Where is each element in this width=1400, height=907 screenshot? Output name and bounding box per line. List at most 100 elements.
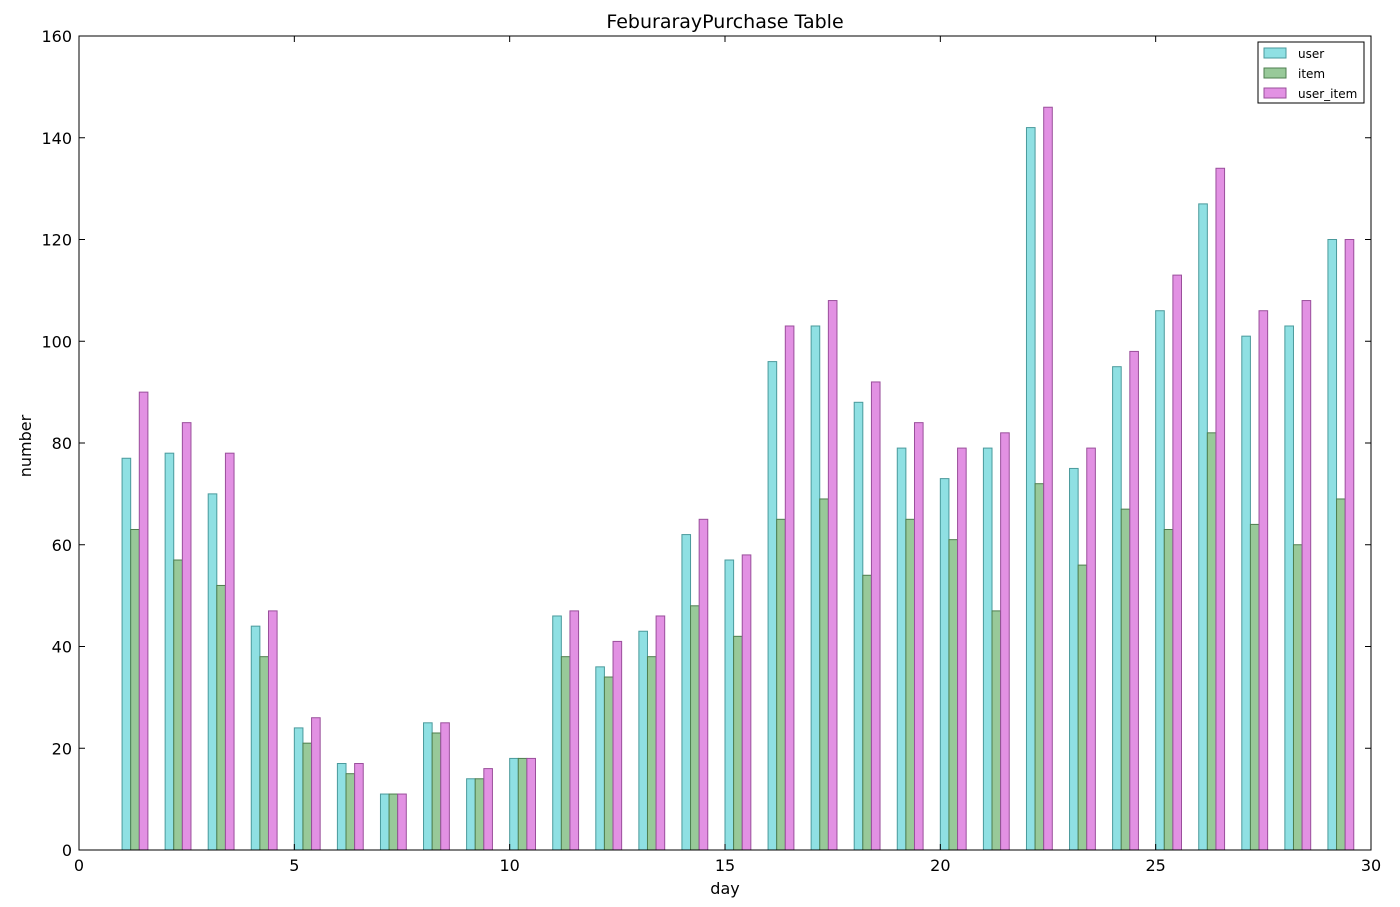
- bar-user-day-5: [293, 727, 304, 851]
- bar-user_item-day-25: [1172, 274, 1183, 851]
- bar-item-day-17: [819, 498, 829, 851]
- bar-user-day-9: [466, 778, 476, 851]
- bar-user_item-day-3: [224, 452, 235, 851]
- bar-user_item-day-15: [741, 554, 752, 851]
- y-tick-label: 140: [41, 129, 72, 148]
- bar-user-day-1: [121, 457, 132, 851]
- bar-item-day-4: [259, 656, 269, 851]
- bar-user_item-day-17: [827, 300, 838, 851]
- bar-user-day-6: [336, 763, 347, 851]
- x-tick-label: 20: [930, 856, 950, 875]
- bar-item-day-11: [560, 656, 571, 851]
- bar-user_item-day-14: [698, 518, 709, 851]
- bar-user_item-day-24: [1129, 350, 1139, 851]
- bar-user-day-28: [1284, 325, 1294, 851]
- bar-user-day-13: [638, 630, 648, 851]
- y-tick-label: 20: [52, 739, 72, 758]
- bar-user-day-10: [509, 757, 519, 851]
- bar-user_item-day-1: [138, 391, 149, 851]
- x-axis-ticks: 0 5 10 15 20 25 30: [74, 36, 1381, 875]
- bar-item-day-15: [733, 635, 743, 851]
- bar-user_item-day-28: [1301, 300, 1312, 851]
- bar-item-day-29: [1336, 498, 1346, 851]
- y-tick-label: 100: [41, 332, 72, 351]
- y-tick-label: 60: [52, 536, 72, 555]
- bar-user_item-day-29: [1344, 239, 1355, 851]
- bar-user_item-day-19: [913, 422, 924, 851]
- bar-user_item-day-13: [655, 615, 666, 851]
- bar-user-day-16: [767, 361, 778, 851]
- bar-user_item-day-27: [1258, 310, 1269, 851]
- bar-user-day-14: [681, 534, 692, 851]
- bar-item-day-28: [1292, 544, 1303, 851]
- bar-user-day-4: [250, 625, 261, 851]
- bar-user-day-27: [1241, 335, 1251, 851]
- bar-user-day-22: [1025, 127, 1036, 851]
- bar-user-day-7: [379, 793, 390, 851]
- bar-item-day-3: [216, 584, 226, 851]
- y-axis-ticks: 0 20 40 60 80 100 120 140 160: [41, 27, 1371, 860]
- bar-user_item-day-5: [311, 717, 321, 851]
- bar-user_item-day-18: [870, 381, 881, 851]
- bar-user-day-15: [724, 559, 735, 851]
- bar-user_item-day-4: [267, 610, 278, 851]
- bar-user_item-day-6: [354, 763, 364, 851]
- bar-user_item-day-26: [1215, 167, 1226, 851]
- legend-label-item: item: [1298, 67, 1325, 81]
- bar-item-day-1: [130, 528, 140, 851]
- legend-swatch-user: [1263, 47, 1287, 59]
- bar-item-day-24: [1120, 508, 1131, 851]
- bar-user-day-12: [595, 666, 605, 851]
- bar-user-day-3: [207, 493, 218, 851]
- legend-label-user_item: user_item: [1298, 87, 1357, 101]
- legend-swatch-user_item: [1263, 87, 1287, 99]
- bar-item-day-14: [690, 605, 700, 851]
- x-tick-label: 10: [499, 856, 519, 875]
- bars-group: [121, 106, 1355, 851]
- y-axis-title: number: [16, 414, 35, 477]
- bar-user-day-23: [1069, 467, 1079, 851]
- bar-user_item-day-20: [957, 447, 967, 851]
- y-tick-label: 80: [52, 434, 72, 453]
- bar-user-day-29: [1327, 239, 1338, 851]
- bar-user-day-19: [896, 447, 907, 851]
- bar-item-day-26: [1206, 432, 1217, 851]
- bar-user_item-day-23: [1086, 447, 1096, 851]
- bar-user_item-day-11: [569, 610, 580, 851]
- bar-user-day-26: [1198, 203, 1208, 851]
- y-tick-label: 40: [52, 638, 72, 657]
- bar-user-day-21: [982, 447, 993, 851]
- bar-item-day-16: [776, 518, 786, 851]
- bar-item-day-23: [1077, 564, 1088, 851]
- legend-swatch-item: [1263, 67, 1287, 79]
- y-tick-label: 0: [62, 841, 72, 860]
- chart-title: FeburarayPurchase Table: [606, 11, 843, 33]
- bar-user_item-day-7: [397, 793, 407, 851]
- bar-item-day-19: [905, 518, 915, 851]
- legend: user item user_item: [1257, 41, 1365, 104]
- bar-item-day-22: [1034, 483, 1045, 851]
- bar-item-day-18: [862, 574, 872, 851]
- bar-user-day-2: [164, 452, 175, 851]
- legend-label-user: user: [1298, 47, 1324, 61]
- bar-user-day-17: [810, 325, 821, 851]
- x-tick-label: 30: [1361, 856, 1381, 875]
- bar-user_item-day-8: [440, 722, 450, 851]
- bar-item-day-13: [646, 656, 657, 851]
- x-axis-title: day: [710, 879, 739, 898]
- x-tick-label: 15: [715, 856, 735, 875]
- bar-item-day-21: [991, 610, 1002, 851]
- bar-item-day-12: [603, 676, 614, 851]
- bar-item-day-2: [173, 559, 183, 851]
- bar-user_item-day-9: [483, 768, 493, 851]
- x-tick-label: 25: [1145, 856, 1165, 875]
- bar-user_item-day-2: [181, 422, 192, 851]
- bar-user_item-day-12: [612, 640, 623, 851]
- bar-user_item-day-21: [1000, 432, 1010, 851]
- bar-user-day-18: [853, 401, 864, 851]
- x-tick-label: 5: [289, 856, 299, 875]
- bar-user-day-24: [1112, 366, 1122, 851]
- bar-item-day-5: [302, 742, 313, 851]
- bar-item-day-7: [388, 793, 399, 851]
- bar-user_item-day-16: [784, 325, 795, 851]
